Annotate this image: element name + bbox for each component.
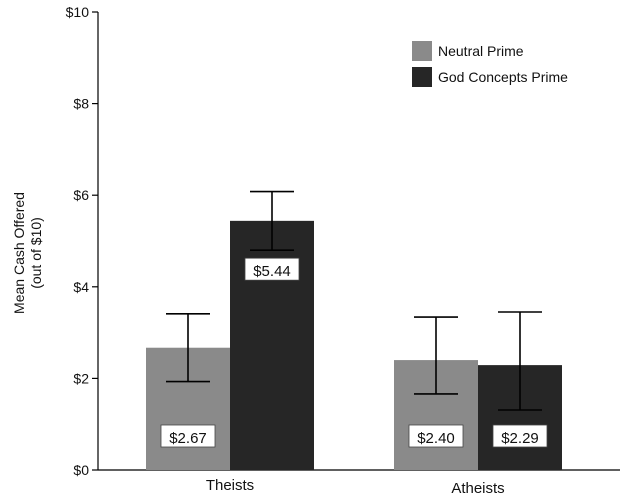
- x-category-label: Theists: [206, 477, 254, 494]
- data-label-box: [492, 424, 548, 448]
- legend-swatch: [412, 41, 432, 61]
- legend: Neutral Prime God Concepts Prime: [412, 41, 568, 87]
- axes: $0 $2 $4 $6 $8 $10 Mean Cash Offered(out of $1…: [11, 4, 620, 497]
- y-axis-title-line-1: Mean Cash Offered: [11, 192, 27, 314]
- x-category-label: Atheists: [451, 480, 504, 495]
- legend-swatch: [412, 67, 432, 87]
- data-labels-group: $2.67 $2.40 $5.44 $2.29: [160, 257, 548, 448]
- data-label: $2.29: [501, 430, 539, 447]
- data-label-box: [408, 424, 464, 448]
- y-tick-label: $4: [73, 279, 89, 295]
- data-label: $2.40: [417, 430, 455, 447]
- data-label: $5.44: [253, 263, 291, 280]
- data-label: $2.67: [169, 430, 207, 447]
- y-axis-title: Mean Cash Offered(out of $10): [11, 192, 44, 314]
- y-tick-label: $8: [73, 96, 89, 112]
- legend-label: God Concepts Prime: [438, 69, 568, 85]
- y-axis-title-line-2: (out of $10): [28, 217, 44, 289]
- data-label-box: [160, 424, 216, 448]
- y-tick-label: $10: [66, 4, 90, 20]
- y-tick-label: $2: [73, 370, 89, 386]
- data-label-box: [244, 257, 300, 281]
- y-tick-label: $0: [73, 462, 89, 478]
- error-bars-group: [166, 190, 542, 411]
- legend-label: Neutral Prime: [438, 43, 524, 59]
- y-tick-label: $6: [73, 187, 89, 203]
